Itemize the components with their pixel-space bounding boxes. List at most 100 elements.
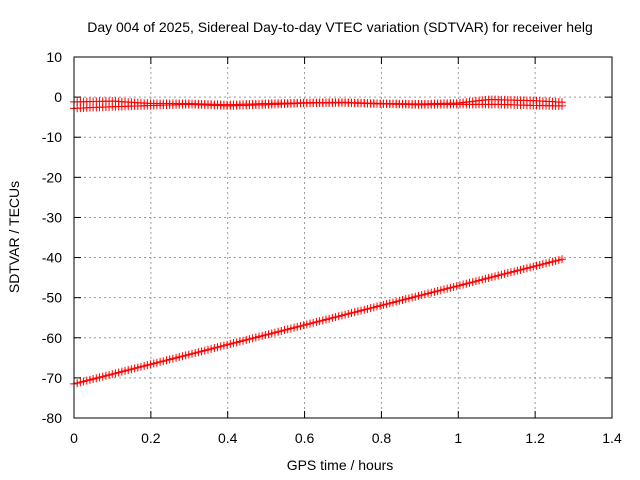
x-axis-label: GPS time / hours <box>287 457 394 473</box>
data-point <box>235 337 244 346</box>
data-point <box>306 319 315 328</box>
data-point <box>484 273 493 282</box>
data-point <box>296 322 305 331</box>
data-point <box>401 295 410 304</box>
y-tick-label: -70 <box>42 370 62 386</box>
y-tick-label: 10 <box>46 49 62 65</box>
data-point <box>133 363 142 372</box>
x-tick-label: 0.6 <box>295 430 315 446</box>
data-point <box>337 311 346 320</box>
data-point <box>290 323 299 332</box>
y-tick-label: 0 <box>54 89 62 105</box>
data-point <box>357 306 366 315</box>
x-tick-label: 1.2 <box>525 430 545 446</box>
data-point <box>178 352 187 361</box>
data-point <box>379 300 388 309</box>
data-point <box>455 281 464 290</box>
data-point <box>98 372 107 381</box>
data-point <box>388 298 397 307</box>
data-point <box>558 255 567 264</box>
data-point <box>411 292 420 301</box>
data-point <box>274 327 283 336</box>
data-point <box>522 264 531 273</box>
data-point <box>136 362 145 371</box>
data-point <box>506 268 515 277</box>
data-point <box>449 282 458 291</box>
data-point <box>152 358 161 367</box>
data-point <box>315 317 324 326</box>
series-lower-trend <box>70 255 567 388</box>
data-point <box>184 350 193 359</box>
data-point <box>239 336 248 345</box>
data-point <box>478 275 487 284</box>
data-point <box>191 348 200 357</box>
y-axis-label: SDTVAR / TECUs <box>6 181 22 293</box>
data-point <box>254 332 263 341</box>
data-point <box>146 360 155 369</box>
data-point <box>500 269 509 278</box>
data-point <box>213 343 222 352</box>
data-point <box>283 325 292 334</box>
data-point <box>510 267 519 276</box>
data-point <box>366 304 375 313</box>
data-point <box>140 361 149 370</box>
data-point <box>395 296 404 305</box>
data-point <box>302 320 311 329</box>
data-point <box>251 333 260 342</box>
data-point <box>321 315 330 324</box>
data-point <box>519 265 528 274</box>
data-point <box>376 301 385 310</box>
y-tick-label: -80 <box>42 410 62 426</box>
data-point <box>143 361 152 370</box>
data-point <box>325 314 334 323</box>
data-point <box>373 302 382 311</box>
data-point <box>223 340 232 349</box>
data-point <box>385 299 394 308</box>
data-point <box>468 278 477 287</box>
data-point <box>471 277 480 286</box>
data-point <box>347 309 356 318</box>
data-point <box>216 342 225 351</box>
data-point <box>270 328 279 337</box>
y-tick-label: -20 <box>42 169 62 185</box>
data-point <box>82 376 91 385</box>
data-point <box>111 369 120 378</box>
data-point <box>503 269 512 278</box>
data-point <box>420 290 429 299</box>
axes-frame <box>73 56 613 419</box>
data-point <box>542 259 551 268</box>
x-tick-label: 1 <box>454 430 462 446</box>
data-point <box>194 348 203 357</box>
data-point <box>334 312 343 321</box>
data-point <box>188 349 197 358</box>
data-point <box>532 261 541 270</box>
data-point <box>159 357 168 366</box>
x-tick-label: 0.4 <box>218 430 238 446</box>
data-point <box>156 357 165 366</box>
data-point <box>497 270 506 279</box>
series-upper-band-B <box>70 98 567 113</box>
data-point <box>280 326 289 335</box>
grid-lines <box>74 57 612 418</box>
data-point <box>286 324 295 333</box>
data-point <box>475 276 484 285</box>
data-point <box>558 101 567 110</box>
data-point <box>481 274 490 283</box>
data-point <box>277 326 286 335</box>
data-point <box>398 295 407 304</box>
data-point <box>535 260 544 269</box>
data-point <box>149 359 158 368</box>
data-point <box>538 260 547 269</box>
data-point <box>219 341 228 350</box>
y-tick-label: -60 <box>42 330 62 346</box>
data-point <box>341 310 350 319</box>
data-point <box>548 257 557 266</box>
data-point <box>95 373 104 382</box>
data-point <box>175 353 184 362</box>
data-point <box>414 291 423 300</box>
data-point <box>554 256 563 265</box>
tick-labels: 10 0 -10 -20 -30 -40 -50 -60 -70 -80 0 0.2 0.4 0.6 0.8… <box>42 49 622 446</box>
data-point <box>124 366 133 375</box>
data-point <box>245 335 254 344</box>
